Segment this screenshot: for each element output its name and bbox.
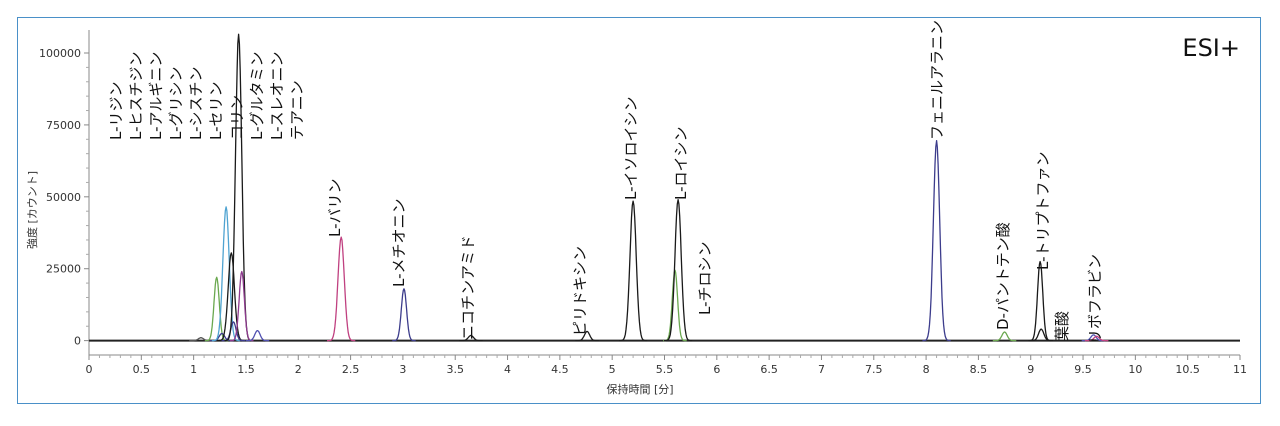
peak-annotation-label: L-バリン [326, 178, 344, 237]
y-axis-title: 強度 [カウント] [25, 171, 39, 249]
x-tick-label: 0.5 [133, 363, 151, 376]
peak-annotation-label: L-スレオニン [268, 51, 286, 140]
peak-annotation-label: 葉酸 [1053, 311, 1071, 341]
ionization-mode-label: ESI+ [1182, 34, 1240, 62]
peak-annotation-label: コリン [228, 95, 246, 140]
x-tick-label: 0 [86, 363, 93, 376]
x-tick-label: 11 [1233, 363, 1247, 376]
peak-annotation-label: L-セリン [207, 81, 225, 140]
peak-annotation-label: L-チロシン [696, 241, 714, 315]
peak-trace [664, 199, 693, 342]
peak-trace [575, 330, 599, 342]
peak-trace [1028, 260, 1052, 342]
y-tick-label: 50000 [46, 191, 81, 204]
peak-trace [204, 276, 229, 342]
x-tick-label: 1 [190, 363, 197, 376]
peak-annotations: L-リジン L-ヒスチジン L-アルギニン L-グリシン L-シスチン L-セリン コリン L… [107, 20, 1104, 344]
axes: 0 0.5 1 1.5 2 2.5 3 3.5 4 4.5 5 5.5 6 6.5 7 7.5 8 8.5 9 9.5… [39, 30, 1247, 376]
x-tick-label: 6.5 [760, 363, 778, 376]
chromatogram-chart: 0 0.5 1 1.5 2 2.5 3 3.5 4 4.5 5 5.5 6 6.5 7 7.5 8 8.5 9 9.5… [25, 20, 1247, 396]
peak-annotation-label: L-リジン [107, 81, 125, 140]
x-tick-label: 3 [399, 363, 406, 376]
peak-annotation-label: L-アルギニン [147, 52, 165, 140]
peak-annotation-label: L-ロイシン [672, 126, 690, 200]
x-axis-title: 保持時間 [分] [606, 382, 673, 396]
x-tick-label: 9.5 [1074, 363, 1092, 376]
x-tick-label: 1.5 [237, 363, 255, 376]
peak-annotation-label: L-グリシン [167, 66, 185, 140]
x-tick-label: 5 [609, 363, 616, 376]
x-tick-label: 6 [713, 363, 720, 376]
x-tick-label: 7.5 [865, 363, 883, 376]
peak-annotation-label: L-トリプトファン [1034, 151, 1052, 270]
x-tick-label: 10.5 [1175, 363, 1200, 376]
peak-annotation-label: L-イソロイシン [622, 96, 640, 200]
peak-annotation-label: L-シスチン [187, 66, 205, 140]
x-tick-label: 3.5 [446, 363, 464, 376]
peak-trace [459, 334, 483, 342]
y-tick-label: 75000 [46, 119, 81, 132]
peak-annotation-label: ピリドキシン [571, 246, 589, 336]
x-tick-label: 2.5 [342, 363, 360, 376]
x-tick-label: 8.5 [970, 363, 988, 376]
peak-trace [619, 200, 648, 342]
peak-trace [245, 329, 270, 342]
peak-annotation-label: L-メチオニン [390, 198, 408, 287]
peak-annotation-label: ニコチンアミド [459, 235, 477, 340]
x-tick-label: 2 [295, 363, 302, 376]
y-tick-label: 25000 [46, 263, 81, 276]
peak-trace [1084, 335, 1109, 342]
peak-annotation-label: テアニン [288, 80, 306, 140]
peak-annotation-label: L-ヒスチジン [127, 51, 145, 140]
y-tick-label: 100000 [39, 47, 81, 60]
peak-trace [392, 288, 416, 342]
peak-annotation-label: D-パントテン酸 [994, 222, 1012, 330]
x-tick-label: 8 [923, 363, 930, 376]
peak-trace [1029, 328, 1053, 342]
x-tick-label: 9 [1027, 363, 1034, 376]
peak-annotation-label: リボフラビン [1086, 254, 1104, 344]
peak-trace [992, 331, 1017, 342]
x-tick-label: 4 [504, 363, 511, 376]
peak-trace [327, 236, 356, 342]
x-tick-label: 5.5 [656, 363, 674, 376]
peak-trace [922, 140, 951, 342]
peak-annotation-label: フェニルアラニン [928, 20, 946, 140]
peak-annotation-label: L-グルタミン [248, 51, 266, 140]
x-tick-label: 10 [1128, 363, 1142, 376]
peak-trace [211, 206, 241, 342]
x-tick-label: 4.5 [551, 363, 569, 376]
chart-frame: 0 0.5 1 1.5 2 2.5 3 3.5 4 4.5 5 5.5 6 6.5 7 7.5 8 8.5 9 9.5… [17, 17, 1261, 404]
traces [89, 33, 1240, 342]
y-tick-label: 0 [74, 335, 81, 348]
x-tick-label: 7 [818, 363, 825, 376]
